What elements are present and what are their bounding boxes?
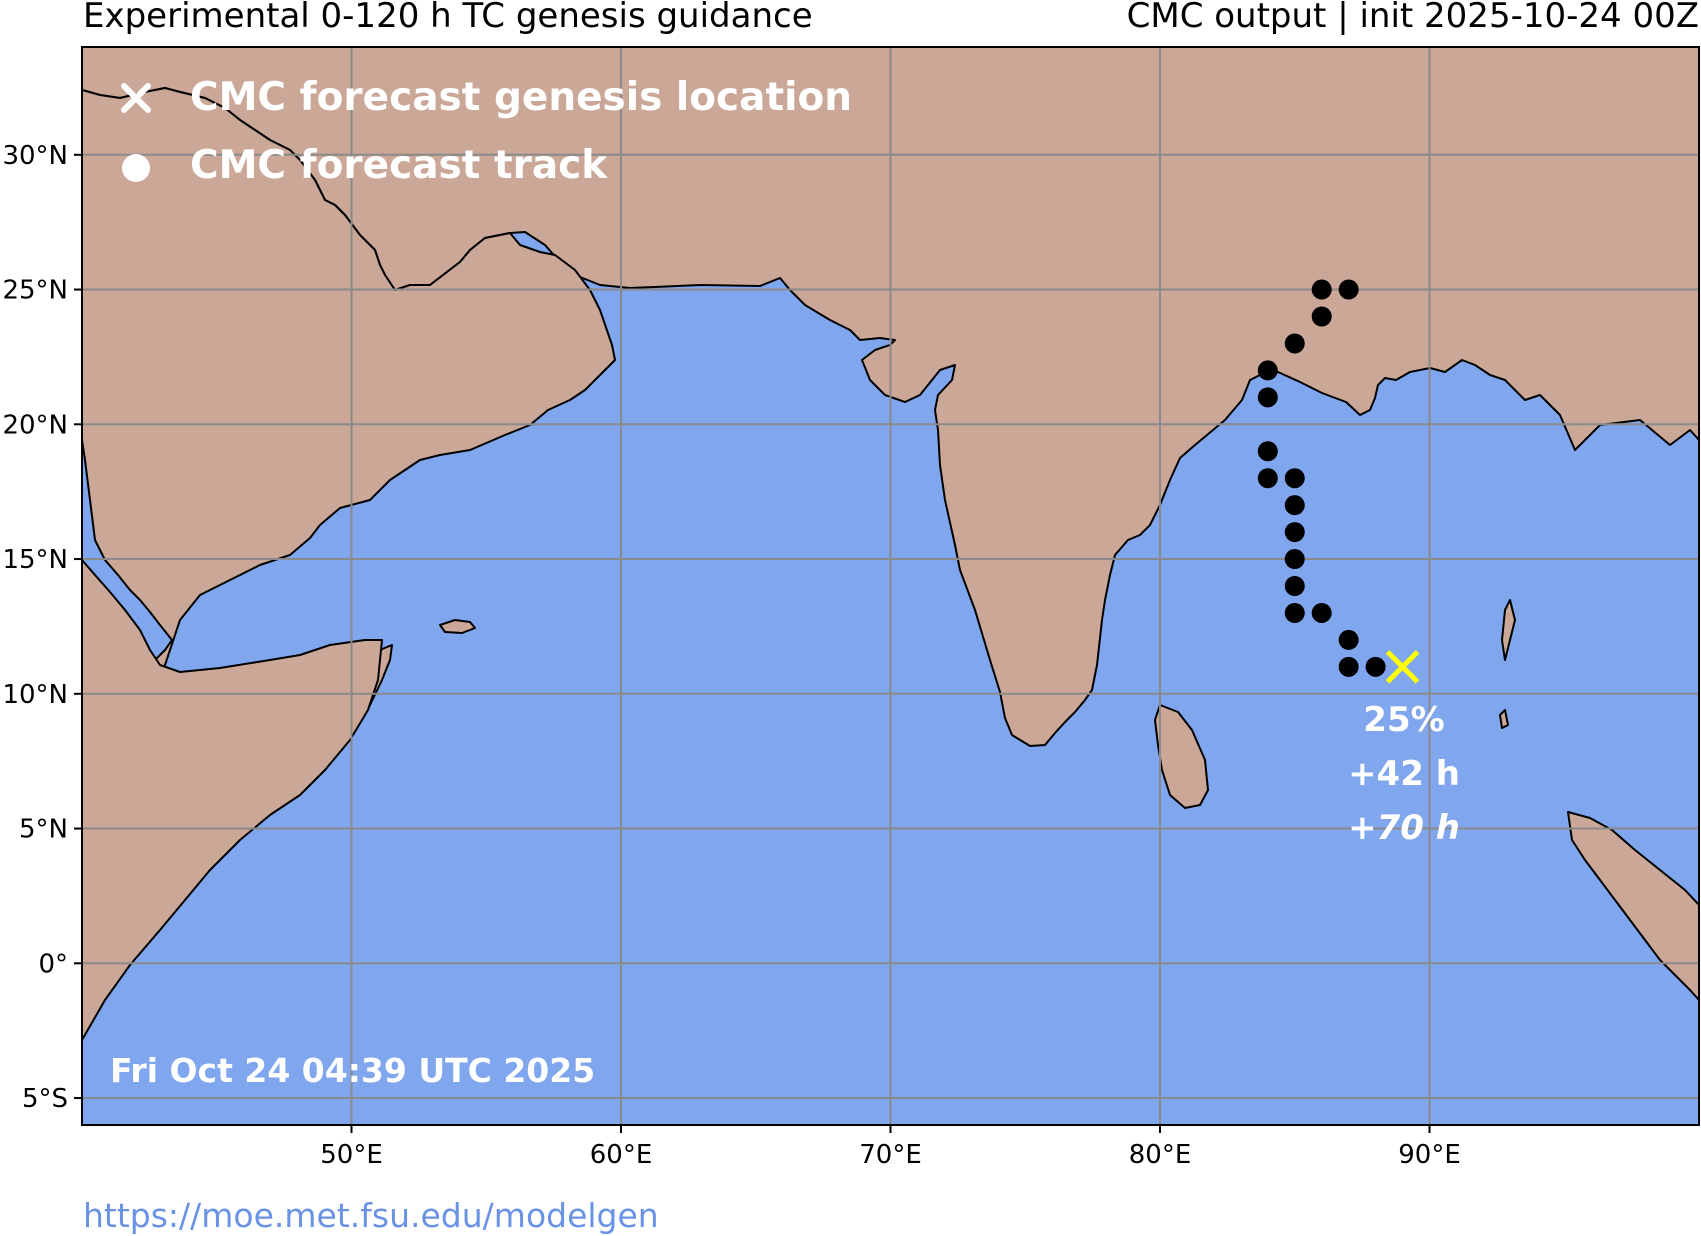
landmass-sumatra (1567, 811, 1699, 1001)
landmass-andaman (1501, 599, 1516, 661)
track-point (1257, 387, 1278, 408)
track-point (1284, 495, 1305, 516)
genesis-probability: 25% (1363, 700, 1444, 740)
legend-genesis-label: CMC forecast genesis location (190, 75, 852, 120)
map-title: Experimental 0-120 h TC genesis guidance (83, 0, 813, 36)
track-point (1284, 468, 1305, 489)
genesis-lead-time: +42 h (1348, 754, 1460, 794)
lon-tick-label: 50°E (320, 1140, 383, 1170)
track-point (1284, 602, 1305, 623)
track-point (1365, 656, 1386, 677)
lat-tick-label: 30°N (2, 141, 68, 171)
model-init-title: CMC output | init 2025-10-24 00Z (1126, 0, 1699, 36)
track-point (1257, 468, 1278, 489)
legend: CMC forecast genesis location CMC foreca… (121, 75, 852, 188)
timestamp-label: Fri Oct 24 04:39 UTC 2025 (110, 1051, 595, 1090)
track-point (1311, 279, 1332, 300)
track-point (1338, 279, 1359, 300)
landmass-socotra (439, 619, 476, 634)
lon-tick-label: 80°E (1129, 1140, 1192, 1170)
track-point (1311, 306, 1332, 327)
track-point (1284, 333, 1305, 354)
track-point (1284, 576, 1305, 596)
track-point (1284, 549, 1305, 570)
forecast-track (1257, 279, 1386, 677)
genesis-lead-time-2: +70 h (1348, 808, 1460, 848)
source-url-link[interactable]: https://moe.met.fsu.edu/modelgen (83, 1196, 659, 1235)
landmass-africa-horn (82, 559, 383, 1041)
track-point (1338, 629, 1359, 650)
lat-tick-label: 10°N (2, 680, 68, 710)
x-mark-icon (121, 83, 151, 113)
track-point (1338, 656, 1359, 677)
filled-circle-icon (122, 154, 150, 182)
lat-tick-label: 5°N (19, 815, 68, 845)
lon-tick-label: 60°E (590, 1140, 653, 1170)
landmass-sri-lanka (1154, 704, 1209, 809)
track-point (1257, 441, 1278, 462)
axis-ticks: 50°E 60°E 70°E 80°E 90°E 5°S 0° 5°N 10°N 15°N 20°N… (2, 141, 1460, 1170)
graticule (82, 47, 1699, 1125)
lon-tick-label: 90°E (1398, 1140, 1461, 1170)
lat-tick-label: 5°S (22, 1084, 68, 1114)
track-point (1284, 522, 1305, 543)
lat-tick-label: 20°N (2, 410, 68, 440)
lat-tick-label: 25°N (2, 276, 68, 306)
landmass-nicobar (1499, 709, 1509, 729)
track-point (1311, 602, 1332, 623)
track-point (1257, 360, 1278, 381)
lat-tick-label: 15°N (2, 545, 68, 575)
lat-tick-label: 0° (38, 949, 68, 979)
lon-tick-label: 70°E (859, 1140, 922, 1170)
genesis-marker (1385, 650, 1420, 684)
genesis-x-stroke (1385, 650, 1420, 684)
legend-track-label: CMC forecast track (190, 143, 608, 188)
